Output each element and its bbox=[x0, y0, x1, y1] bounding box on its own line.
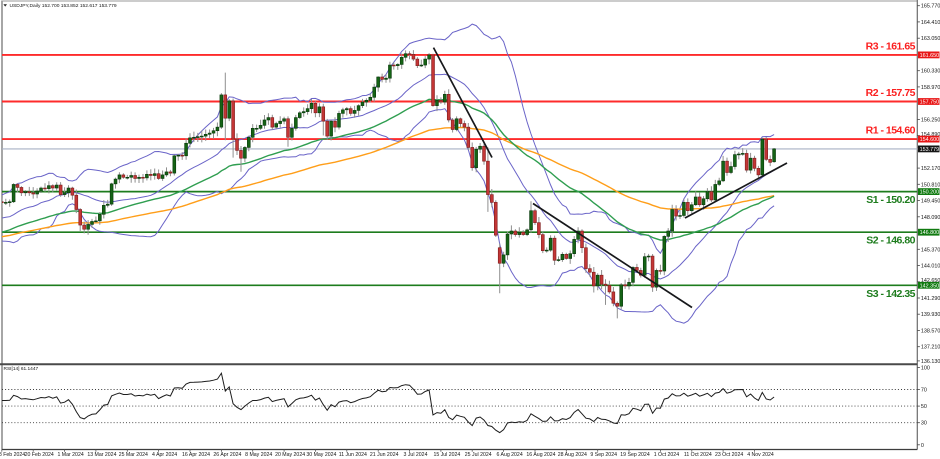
svg-text:137.210: 137.210 bbox=[921, 345, 940, 351]
svg-text:15 Jul 2024: 15 Jul 2024 bbox=[433, 452, 460, 458]
svg-text:150.200: 150.200 bbox=[920, 190, 940, 196]
svg-text:142.350: 142.350 bbox=[920, 283, 940, 289]
svg-text:146.800: 146.800 bbox=[920, 230, 940, 236]
svg-text:S1 - 150.20: S1 - 150.20 bbox=[866, 194, 915, 206]
svg-text:160.330: 160.330 bbox=[921, 69, 940, 75]
svg-text:RSI[14] 61.1447: RSI[14] 61.1447 bbox=[4, 366, 39, 372]
svg-text:19 Sep 2024: 19 Sep 2024 bbox=[620, 452, 650, 458]
svg-text:6 Aug 2024: 6 Aug 2024 bbox=[496, 452, 522, 458]
svg-text:R2 - 157.75: R2 - 157.75 bbox=[866, 87, 916, 99]
svg-text:1 Mar 2024: 1 Mar 2024 bbox=[57, 452, 83, 458]
svg-text:4 Nov 2024: 4 Nov 2024 bbox=[747, 452, 774, 458]
svg-text:70: 70 bbox=[921, 388, 927, 394]
svg-text:149.450: 149.450 bbox=[921, 199, 940, 205]
svg-text:152.170: 152.170 bbox=[921, 166, 940, 172]
svg-text:158.970: 158.970 bbox=[921, 85, 940, 91]
svg-text:161.650: 161.650 bbox=[920, 53, 940, 59]
svg-text:156.250: 156.250 bbox=[921, 117, 940, 123]
svg-text:145.370: 145.370 bbox=[921, 247, 940, 253]
svg-text:3 Jul 2024: 3 Jul 2024 bbox=[404, 452, 428, 458]
svg-text:16 Aug 2024: 16 Aug 2024 bbox=[526, 452, 555, 458]
svg-text:S2 - 146.80: S2 - 146.80 bbox=[866, 235, 915, 247]
svg-text:S3 - 142.35: S3 - 142.35 bbox=[866, 288, 915, 300]
svg-text:148.090: 148.090 bbox=[921, 215, 940, 221]
svg-text:142.650: 142.650 bbox=[921, 278, 940, 284]
svg-text:139.930: 139.930 bbox=[921, 312, 940, 318]
svg-text:30: 30 bbox=[921, 421, 927, 427]
svg-text:11 Jun 2024: 11 Jun 2024 bbox=[339, 452, 367, 458]
svg-text:100: 100 bbox=[921, 366, 930, 372]
svg-text:16 Apr 2024: 16 Apr 2024 bbox=[182, 452, 210, 458]
svg-text:20 Feb 2024: 20 Feb 2024 bbox=[25, 452, 54, 458]
svg-text:11 Oct 2024: 11 Oct 2024 bbox=[684, 452, 712, 458]
svg-text:136.130: 136.130 bbox=[921, 359, 940, 365]
svg-text:138.570: 138.570 bbox=[921, 329, 940, 335]
svg-text:157.750: 157.750 bbox=[920, 100, 940, 106]
svg-text:26 Apr 2024: 26 Apr 2024 bbox=[213, 452, 241, 458]
svg-text:28 Aug 2024: 28 Aug 2024 bbox=[558, 452, 587, 458]
svg-text:8 May 2024: 8 May 2024 bbox=[245, 452, 272, 458]
svg-text:150.810: 150.810 bbox=[921, 182, 940, 188]
svg-text:165.770: 165.770 bbox=[921, 4, 940, 10]
svg-text:20 May 2024: 20 May 2024 bbox=[275, 452, 305, 458]
svg-text:164.410: 164.410 bbox=[921, 20, 940, 26]
svg-text:0: 0 bbox=[921, 443, 924, 449]
svg-text:154.600: 154.600 bbox=[920, 137, 940, 143]
svg-text:141.290: 141.290 bbox=[921, 296, 940, 302]
svg-text:13 Mar 2024: 13 Mar 2024 bbox=[87, 452, 116, 458]
svg-text:USDJPY,Daily 152.700 153.852: USDJPY,Daily 152.700 153.852 152.617 153… bbox=[10, 3, 117, 9]
svg-text:21 Jun 2024: 21 Jun 2024 bbox=[370, 452, 399, 458]
svg-text:8 Feb 2024: 8 Feb 2024 bbox=[0, 452, 25, 458]
svg-text:1 Oct 2024: 1 Oct 2024 bbox=[654, 452, 679, 458]
svg-text:9 Sep 2024: 9 Sep 2024 bbox=[590, 452, 617, 458]
svg-text:163.050: 163.050 bbox=[921, 36, 940, 42]
svg-text:23 Oct 2024: 23 Oct 2024 bbox=[715, 452, 743, 458]
svg-text:4 Apr 2024: 4 Apr 2024 bbox=[152, 452, 177, 458]
svg-text:R3 - 161.65: R3 - 161.65 bbox=[866, 40, 916, 52]
svg-text:25 Mar 2024: 25 Mar 2024 bbox=[119, 452, 148, 458]
svg-text:R1 - 154.60: R1 - 154.60 bbox=[866, 125, 916, 137]
svg-text:30 May 2024: 30 May 2024 bbox=[306, 452, 336, 458]
svg-text:154.890: 154.890 bbox=[921, 132, 940, 138]
svg-text:153.779: 153.779 bbox=[920, 147, 940, 153]
svg-text:50: 50 bbox=[921, 404, 927, 410]
svg-text:144.010: 144.010 bbox=[921, 264, 940, 270]
svg-text:25 Jul 2024: 25 Jul 2024 bbox=[465, 452, 492, 458]
